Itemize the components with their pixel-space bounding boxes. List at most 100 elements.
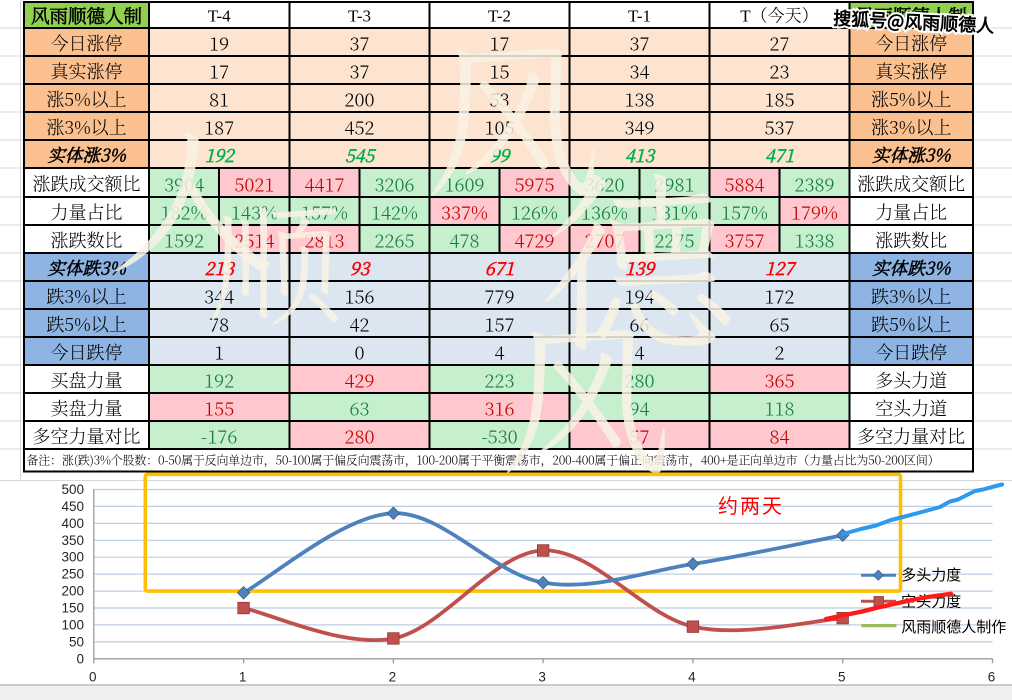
svg-text:力量占比: 力量占比 (875, 199, 947, 225)
svg-text:-176: -176 (201, 424, 237, 450)
svg-text:T（今天）: T（今天） (740, 7, 818, 26)
svg-text:1: 1 (239, 670, 247, 685)
svg-text:风: 风 (425, 0, 600, 231)
svg-text:94: 94 (629, 396, 649, 422)
svg-text:17: 17 (209, 59, 229, 85)
svg-text:127: 127 (765, 255, 797, 281)
svg-text:T-1: T-1 (628, 7, 651, 26)
svg-text:157%: 157% (721, 200, 768, 226)
svg-text:400: 400 (61, 516, 84, 531)
svg-text:337%: 337% (441, 200, 488, 226)
svg-text:250: 250 (61, 567, 84, 582)
svg-text:5884: 5884 (724, 172, 764, 198)
svg-text:99: 99 (490, 142, 512, 168)
svg-text:23: 23 (769, 59, 789, 85)
svg-text:200: 200 (61, 584, 84, 599)
svg-text:78: 78 (209, 312, 229, 338)
svg-text:155: 155 (204, 396, 234, 422)
svg-text:T-2: T-2 (488, 7, 511, 26)
svg-text:涨5%以上: 涨5%以上 (46, 86, 126, 112)
svg-text:跌5%以上: 跌5%以上 (871, 311, 951, 337)
svg-text:多空力量对比: 多空力量对比 (33, 423, 141, 449)
svg-text:2813: 2813 (304, 228, 344, 254)
svg-text:备注：涨(跌)3%个股数：0-50属于反向单边市，50-10: 备注：涨(跌)3%个股数：0-50属于反向单边市，50-100属于偏反向震荡市，… (27, 452, 940, 469)
svg-text:280: 280 (344, 424, 374, 450)
svg-text:3904: 3904 (164, 172, 204, 198)
svg-text:63: 63 (349, 396, 369, 422)
svg-text:17: 17 (489, 31, 509, 57)
svg-text:风雨顺德人制作: 风雨顺德人制作 (901, 616, 1006, 637)
svg-text:3: 3 (538, 670, 546, 685)
svg-text:4: 4 (688, 670, 696, 685)
svg-text:T-4: T-4 (208, 7, 231, 26)
svg-text:136%: 136% (581, 200, 628, 226)
svg-text:2389: 2389 (794, 172, 834, 198)
svg-text:3620: 3620 (584, 172, 624, 198)
svg-text:2981: 2981 (654, 172, 694, 198)
svg-text:今日涨停: 今日涨停 (51, 30, 123, 56)
svg-text:3206: 3206 (374, 172, 414, 198)
svg-text:349: 349 (624, 115, 654, 141)
svg-text:34: 34 (629, 59, 649, 85)
svg-text:200: 200 (344, 87, 374, 113)
svg-text:143%: 143% (231, 200, 278, 226)
svg-text:478: 478 (449, 228, 479, 254)
svg-text:涨5%以上: 涨5%以上 (871, 86, 951, 112)
svg-text:真实涨停: 真实涨停 (875, 58, 947, 84)
svg-text:人: 人 (111, 92, 276, 309)
svg-text:150: 150 (61, 601, 84, 616)
svg-text:2: 2 (389, 670, 397, 685)
svg-text:德: 德 (538, 127, 738, 390)
svg-text:今日跌停: 今日跌停 (875, 339, 947, 365)
svg-text:0: 0 (354, 340, 364, 366)
svg-text:27: 27 (769, 31, 789, 57)
svg-text:-530: -530 (481, 424, 517, 450)
svg-text:4: 4 (494, 340, 504, 366)
svg-text:131%: 131% (651, 200, 698, 226)
svg-text:卖盘力量: 卖盘力量 (51, 395, 123, 421)
svg-text:约两天: 约两天 (718, 490, 784, 519)
svg-text:1592: 1592 (164, 228, 204, 254)
svg-text:118: 118 (764, 396, 794, 422)
svg-text:779: 779 (484, 284, 514, 310)
svg-text:172: 172 (764, 284, 794, 310)
svg-text:实体跌3%: 实体跌3% (872, 256, 951, 281)
svg-text:537: 537 (764, 115, 794, 141)
svg-text:37: 37 (629, 31, 649, 57)
svg-text:风雨顺德人制: 风雨顺德人制 (31, 3, 142, 29)
svg-text:300: 300 (61, 550, 84, 565)
svg-text:57: 57 (629, 424, 649, 450)
svg-text:涨3%以上: 涨3%以上 (871, 114, 951, 140)
svg-text:93: 93 (350, 255, 372, 281)
svg-text:344: 344 (204, 284, 234, 310)
svg-text:2265: 2265 (374, 228, 414, 254)
svg-text:3757: 3757 (724, 228, 764, 254)
svg-text:2514: 2514 (234, 228, 274, 254)
svg-text:0: 0 (89, 670, 97, 685)
svg-text:顺: 顺 (207, 168, 347, 352)
svg-text:4729: 4729 (514, 228, 554, 254)
svg-text:真实涨停: 真实涨停 (51, 58, 123, 84)
svg-text:今日跌停: 今日跌停 (51, 339, 123, 365)
svg-text:365: 365 (764, 368, 794, 394)
svg-text:138: 138 (624, 87, 654, 113)
svg-text:0: 0 (76, 651, 84, 666)
svg-text:涨跌数比: 涨跌数比 (51, 227, 123, 253)
svg-text:力量占比: 力量占比 (51, 199, 123, 225)
svg-text:185: 185 (764, 87, 794, 113)
svg-text:2707: 2707 (584, 228, 624, 254)
svg-text:192: 192 (204, 368, 234, 394)
svg-text:126%: 126% (511, 200, 558, 226)
svg-text:涨跌成交额比: 涨跌成交额比 (857, 171, 965, 197)
svg-text:2275: 2275 (654, 228, 694, 254)
svg-text:5: 5 (838, 670, 846, 685)
svg-text:涨跌数比: 涨跌数比 (875, 227, 947, 253)
svg-text:风: 风 (500, 285, 670, 508)
svg-text:42: 42 (349, 312, 369, 338)
svg-text:450: 450 (61, 499, 84, 514)
svg-text:跌3%以上: 跌3%以上 (871, 283, 951, 309)
svg-text:多空力量对比: 多空力量对比 (857, 423, 965, 449)
svg-text:81: 81 (209, 87, 229, 113)
svg-text:452: 452 (344, 115, 374, 141)
svg-text:66: 66 (629, 312, 649, 338)
